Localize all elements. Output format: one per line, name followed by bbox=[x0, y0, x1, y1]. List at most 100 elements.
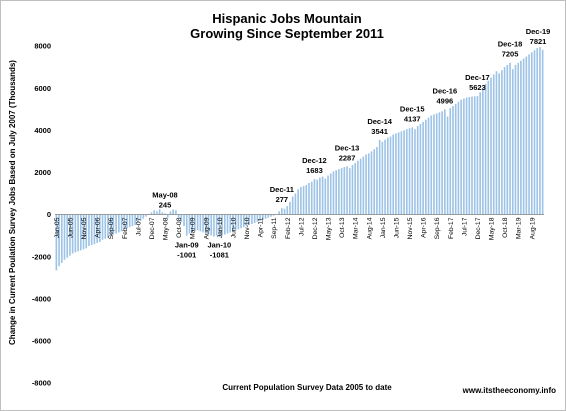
bar bbox=[463, 98, 465, 215]
bar bbox=[503, 67, 506, 215]
bar bbox=[416, 126, 419, 215]
bar bbox=[55, 214, 58, 271]
bar bbox=[142, 214, 145, 219]
x-tick-label: Sep-16 bbox=[434, 217, 441, 239]
bar bbox=[357, 160, 359, 215]
bar bbox=[223, 214, 226, 235]
bar bbox=[482, 88, 484, 215]
bar bbox=[525, 56, 528, 215]
bar bbox=[60, 214, 63, 263]
bar bbox=[85, 214, 88, 249]
bar bbox=[118, 214, 120, 233]
bar bbox=[109, 214, 112, 236]
x-tick-label: May-18 bbox=[489, 217, 496, 240]
bar bbox=[435, 113, 438, 215]
bar bbox=[172, 209, 174, 215]
bar bbox=[218, 214, 221, 238]
x-tick-label: Mar-14 bbox=[353, 217, 360, 239]
bar bbox=[96, 214, 98, 243]
x-tick-label: Sep-06 bbox=[108, 217, 115, 239]
bar bbox=[150, 212, 153, 215]
x-axis-tick-labels: Jan-05 Jun-05 Nov-05 Apr-06 Sep-06 Feb-07 Jul-… bbox=[54, 217, 536, 240]
bar bbox=[297, 189, 299, 215]
annotation-value: 5623 bbox=[469, 83, 486, 92]
bar bbox=[517, 62, 520, 215]
bar bbox=[490, 77, 492, 215]
x-tick-label: Mar-09 bbox=[190, 217, 197, 239]
bar bbox=[487, 80, 490, 215]
bar bbox=[69, 214, 71, 256]
bar bbox=[346, 166, 348, 215]
bar bbox=[308, 182, 310, 215]
annotation-date: Dec-15 bbox=[400, 104, 425, 113]
x-tick-label: Apr-16 bbox=[421, 217, 428, 238]
bar bbox=[403, 130, 405, 215]
x-tick-label: Dec-07 bbox=[149, 217, 156, 239]
bar bbox=[539, 47, 541, 215]
bar bbox=[267, 214, 270, 218]
bar bbox=[232, 214, 234, 232]
bar bbox=[365, 154, 367, 215]
x-tick-label: Feb-07 bbox=[122, 217, 129, 239]
bar bbox=[101, 214, 104, 240]
annotation-value: -1081 bbox=[210, 251, 229, 260]
bar bbox=[169, 211, 172, 215]
y-tick-label: -2000 bbox=[32, 252, 51, 261]
bar bbox=[433, 114, 435, 215]
bar bbox=[384, 139, 386, 215]
bar bbox=[476, 96, 479, 215]
bar bbox=[457, 101, 460, 215]
bar bbox=[188, 214, 191, 234]
bar bbox=[245, 214, 248, 227]
bar bbox=[215, 214, 218, 236]
bar bbox=[427, 117, 430, 215]
bar bbox=[126, 214, 128, 229]
bar bbox=[272, 214, 275, 216]
x-tick-label: Jan-15 bbox=[380, 217, 387, 238]
bar bbox=[327, 175, 329, 215]
x-tick-label: May-13 bbox=[326, 217, 333, 240]
bar bbox=[370, 151, 373, 215]
x-tick-label: Jul-07 bbox=[135, 217, 142, 236]
bar bbox=[511, 69, 514, 215]
bar bbox=[446, 116, 449, 215]
bar bbox=[395, 133, 397, 215]
bar bbox=[185, 214, 188, 236]
bar bbox=[177, 214, 180, 218]
bar bbox=[319, 177, 321, 215]
bar bbox=[359, 158, 362, 215]
x-tick-label: Jan-10 bbox=[217, 217, 224, 238]
bar bbox=[335, 170, 337, 215]
bar bbox=[414, 129, 416, 215]
annotation-date: Jan-10 bbox=[207, 241, 231, 250]
bar bbox=[419, 123, 422, 215]
bar bbox=[381, 141, 384, 215]
bar bbox=[191, 214, 194, 233]
x-tick-label: May-08 bbox=[163, 217, 170, 240]
x-tick-label: Jun-05 bbox=[67, 217, 74, 238]
bar bbox=[107, 214, 109, 238]
bar bbox=[471, 96, 473, 215]
bar bbox=[221, 214, 223, 236]
annotation-date: Jan-09 bbox=[175, 241, 199, 250]
annotation-date: Dec-16 bbox=[433, 86, 458, 95]
x-tick-label: Nov-10 bbox=[244, 217, 251, 239]
bar bbox=[115, 214, 117, 234]
bar bbox=[164, 213, 166, 215]
bar bbox=[74, 214, 77, 253]
bar bbox=[137, 214, 139, 223]
bar bbox=[161, 212, 164, 215]
x-tick-label: Nov-15 bbox=[407, 217, 414, 239]
x-tick-label: Jun-10 bbox=[230, 217, 237, 238]
annotation-date: Dec-19 bbox=[526, 27, 551, 36]
bar bbox=[367, 153, 370, 215]
bar bbox=[362, 156, 365, 215]
bar bbox=[425, 119, 427, 215]
bar bbox=[479, 92, 481, 215]
x-tick-label: Feb-17 bbox=[448, 217, 455, 239]
x-tick-label: Oct-08 bbox=[176, 217, 183, 238]
annotation-value: 2287 bbox=[339, 153, 356, 162]
bar bbox=[240, 214, 242, 229]
bar bbox=[82, 214, 85, 250]
